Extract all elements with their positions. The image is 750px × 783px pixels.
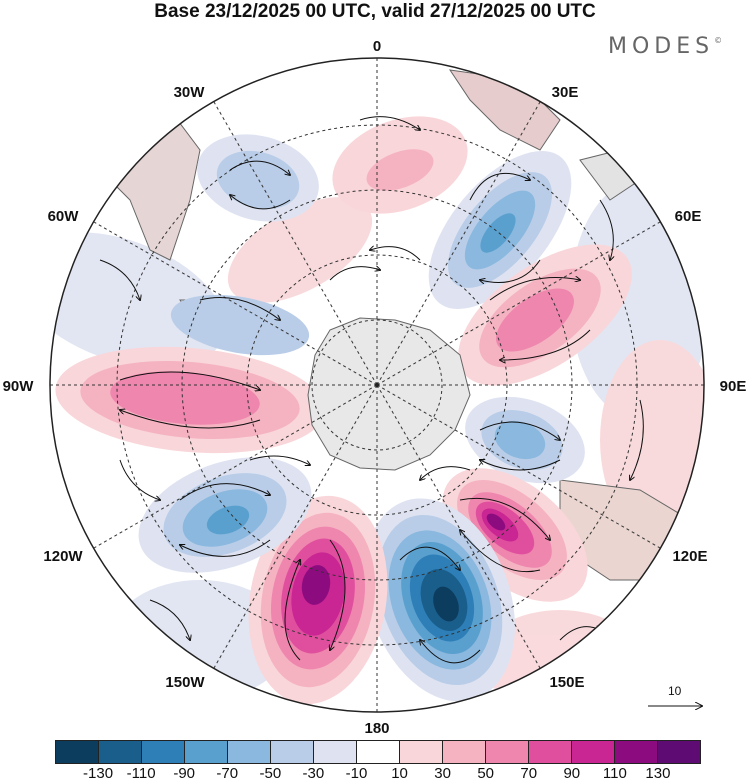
modes-logo: MODES© (608, 34, 722, 59)
wind-streamlines (99, 116, 644, 664)
copyright-mark: © (714, 36, 723, 45)
lon-label-0: 0 (373, 38, 381, 55)
colorbar-swatch (615, 741, 658, 763)
colorbar-tick-label: -90 (173, 765, 196, 782)
colorbar-tick-label: -10 (345, 765, 368, 782)
brand-name: MODES (608, 34, 715, 59)
colorbar-tick-label: 10 (391, 765, 408, 782)
colorbar-swatch (228, 741, 271, 763)
lon-label-180: 180 (364, 720, 389, 737)
colorbar-tick-label: 130 (645, 765, 671, 782)
meridians (50, 58, 704, 712)
lon-label-150e: 150E (549, 674, 584, 691)
map-boundary (49, 57, 705, 713)
map-title: Base 23/12/2025 00 UTC, valid 27/12/2025… (154, 1, 596, 22)
colorbar-tick-label: -30 (302, 765, 325, 782)
reference-vector: 10 (648, 684, 708, 710)
colorbar-swatch (486, 741, 529, 763)
lon-label-60e: 60E (675, 208, 702, 225)
reference-vector-arrow (648, 684, 708, 710)
colorbar-tick-label: 110 (602, 765, 627, 782)
colorbar-tick-label: -130 (83, 765, 114, 782)
colorbar-swatch (529, 741, 572, 763)
colorbar-swatch (271, 741, 314, 763)
lon-label-150w: 150W (165, 674, 205, 691)
colorbar-swatch (357, 741, 400, 763)
colorbar-swatch (572, 741, 615, 763)
colorbar-tick-label: -50 (259, 765, 282, 782)
colorbar-tick-label: 30 (434, 765, 451, 782)
lon-label-30w: 30W (174, 84, 206, 101)
colorbar-swatch (142, 741, 185, 763)
longitude-labels: 0 30E 60E 90E 120E 150E 180 150W 120W 90… (3, 38, 747, 737)
lon-label-60w: 60W (48, 208, 80, 225)
colorbar-tick-label: 50 (477, 765, 494, 782)
map-disc-content (50, 58, 704, 712)
lon-label-90e: 90E (720, 378, 747, 395)
lon-label-90w: 90W (3, 378, 35, 395)
lon-label-120e: 120E (672, 548, 707, 565)
antarctica (307, 317, 471, 471)
colorbar-swatch (185, 741, 228, 763)
colorbar-swatch (99, 741, 142, 763)
colorbar-swatch (314, 741, 357, 763)
colorbar (55, 740, 701, 764)
colorbar-labels: -130 -110 -90 -70 -50 -30 -10 10 30 50 70 90 110 130 (0, 765, 750, 783)
colorbar-tick-label: 90 (563, 765, 581, 782)
colorbar-swatch (443, 741, 486, 763)
lon-label-30e: 30E (552, 84, 579, 101)
south-pole-marker (375, 383, 379, 387)
colorbar-swatch (400, 741, 443, 763)
colorbar-tick-label: -70 (216, 765, 239, 782)
polar-map: 0 30E 60E 90E 120E 150E 180 150W 120W 90… (3, 38, 747, 737)
reference-vector-label: 10 (668, 684, 682, 698)
anomaly-lobes (55, 116, 632, 705)
colorbar-tick-label: -110 (126, 765, 156, 782)
colorbar-swatch (658, 741, 700, 763)
lon-label-120w: 120W (43, 548, 83, 565)
colorbar-swatch (56, 741, 99, 763)
colorbar-tick-label: 70 (520, 765, 538, 782)
